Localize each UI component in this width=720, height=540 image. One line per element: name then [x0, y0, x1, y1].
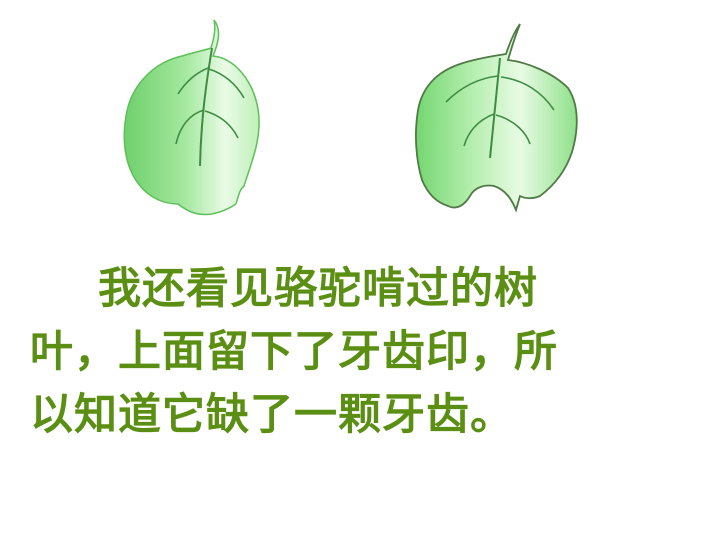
story-text-line-2: 叶，上面留下了牙齿印，所: [30, 327, 558, 377]
leaf-left-icon: [123, 19, 260, 216]
story-text-line-3: 以知道它缺了一颗牙齿。: [30, 390, 514, 440]
story-text-line-1: 我还看见骆驼啃过的树: [98, 264, 538, 314]
story-text: 我还看见骆驼啃过的树 叶，上面留下了牙齿印，所 以知道它缺了一颗牙齿。: [30, 258, 690, 447]
leaf-right-icon: [415, 23, 578, 213]
